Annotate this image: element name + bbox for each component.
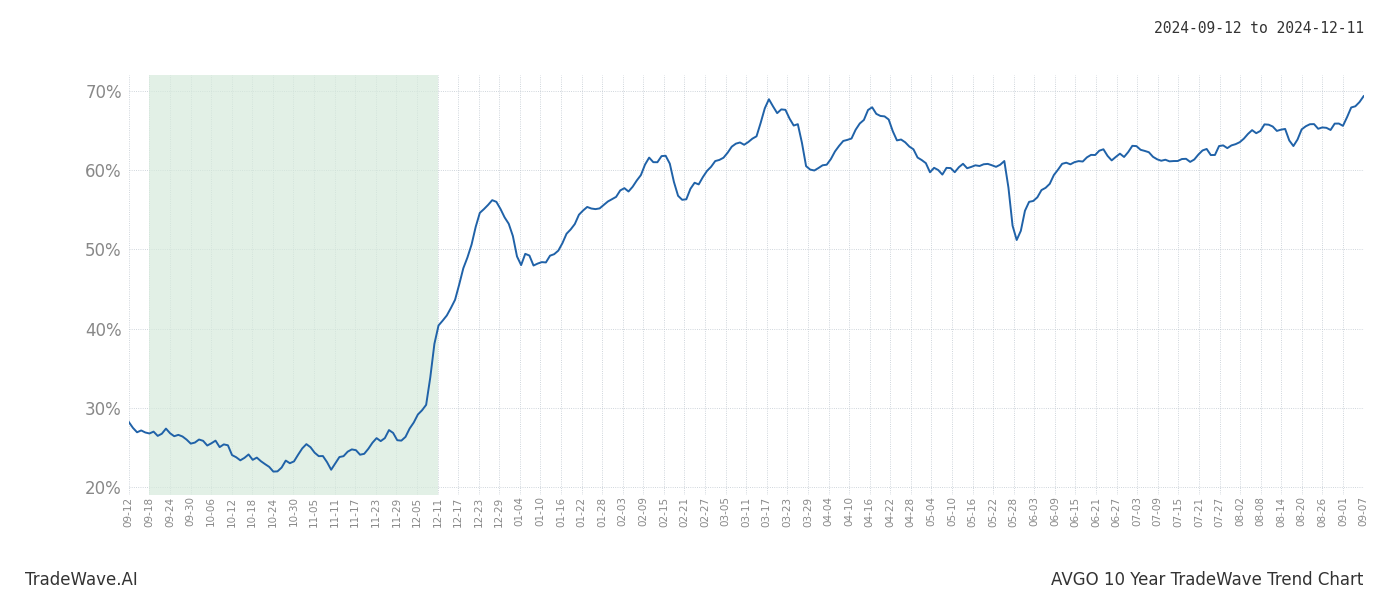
Text: TradeWave.AI: TradeWave.AI	[25, 571, 139, 589]
Text: AVGO 10 Year TradeWave Trend Chart: AVGO 10 Year TradeWave Trend Chart	[1051, 571, 1364, 589]
Text: 2024-09-12 to 2024-12-11: 2024-09-12 to 2024-12-11	[1154, 21, 1364, 36]
Bar	[150, 75, 437, 495]
